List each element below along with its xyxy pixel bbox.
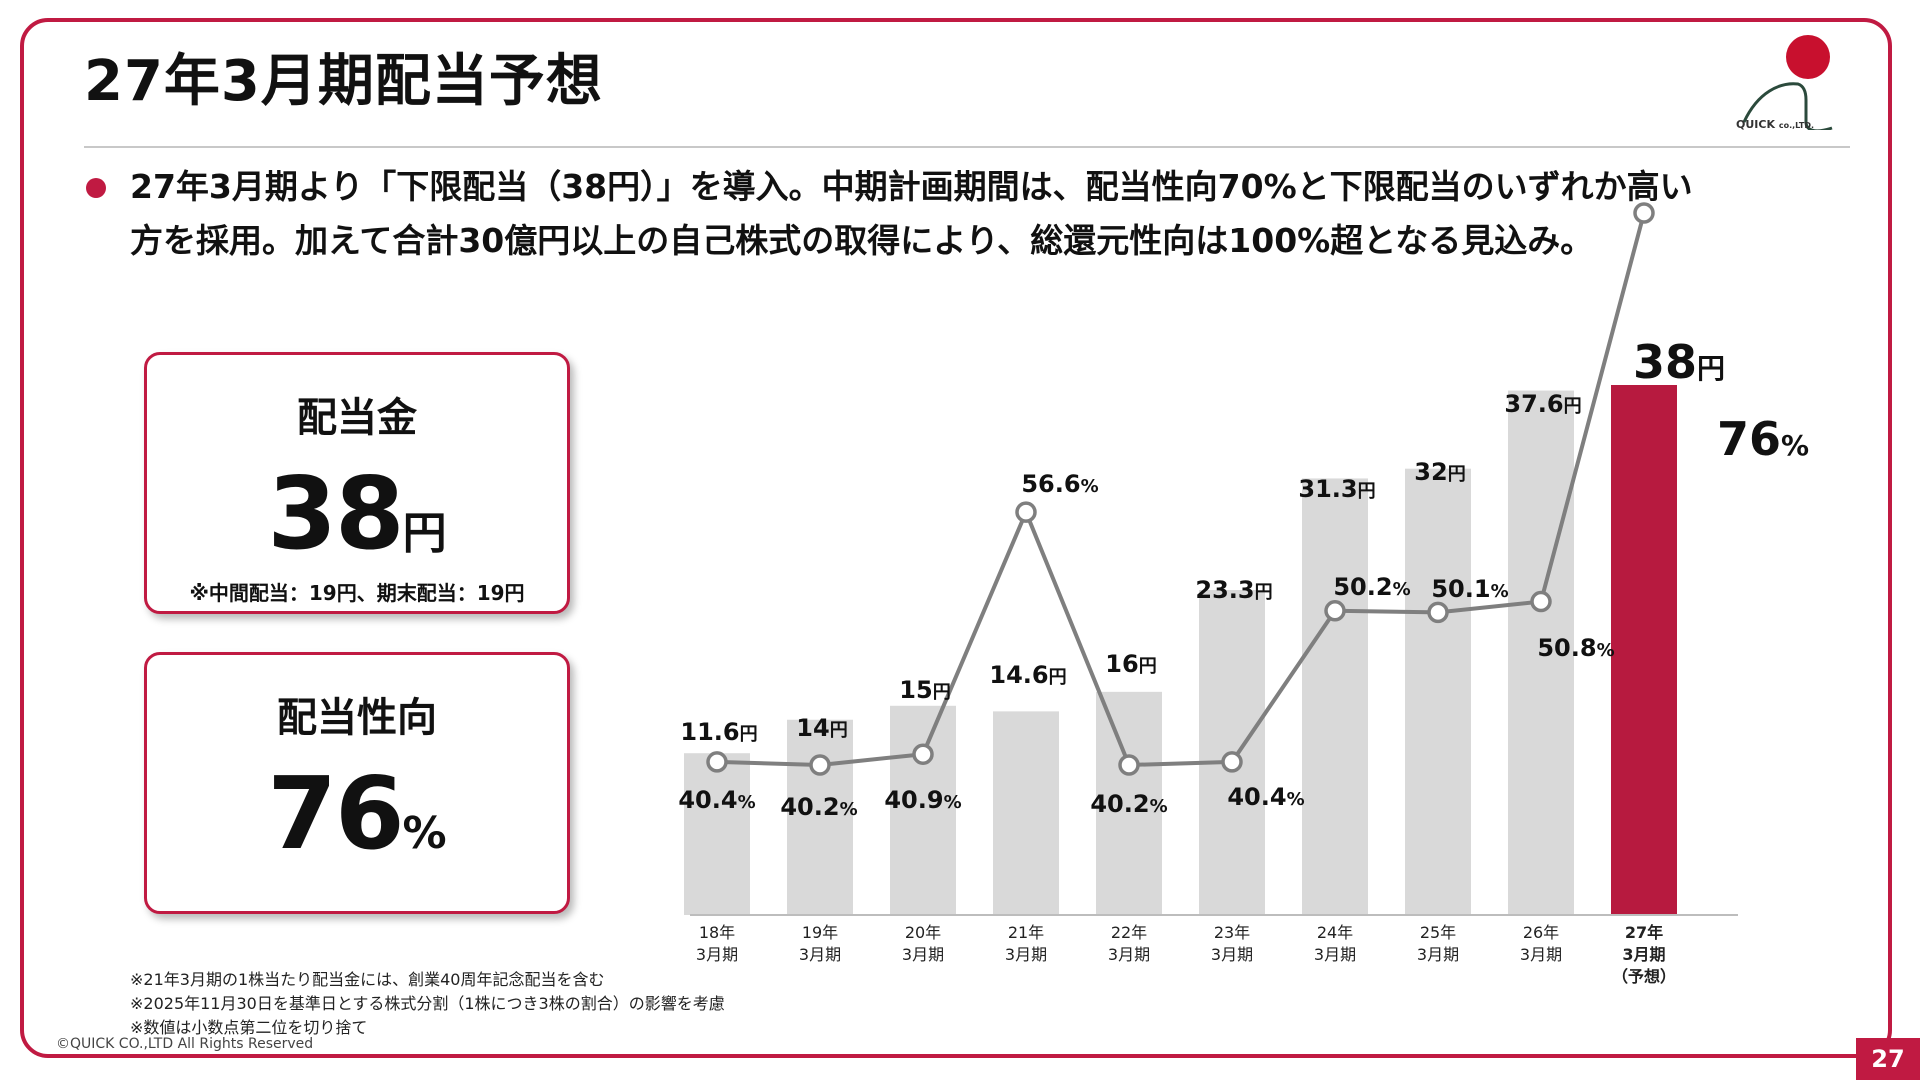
x-tick-label-5-1: 3月期 bbox=[1211, 945, 1253, 964]
payout-value-label-9: 76% bbox=[1717, 412, 1809, 466]
payout-kpi-card: 配当性向 76% bbox=[144, 652, 570, 914]
x-tick-label-2-0: 20年 bbox=[905, 923, 941, 942]
bar-value-label-3: 14.6円 bbox=[989, 661, 1066, 689]
payout-kpi-value: 76% bbox=[267, 755, 447, 872]
dividend-kpi-card: 配当金 38円 ※中間配当：19円、期末配当：19円 bbox=[144, 352, 570, 614]
bar-value-label-1: 14円 bbox=[796, 714, 847, 742]
page-title: 27年3月期配当予想 bbox=[84, 49, 603, 114]
payout-point-8 bbox=[1530, 590, 1552, 613]
bar-value-label-8: 37.6円 bbox=[1504, 390, 1581, 418]
payout-point-7 bbox=[1427, 601, 1449, 624]
x-tick-label-0-0: 18年 bbox=[699, 923, 735, 942]
bar-value-label-7: 32円 bbox=[1414, 458, 1465, 486]
bar-4 bbox=[1096, 691, 1162, 915]
payout-value-label-7: 50.1% bbox=[1431, 575, 1508, 603]
x-tick-label-1-1: 3月期 bbox=[799, 945, 841, 964]
payout-point-4 bbox=[1118, 754, 1140, 776]
bar-value-label-2: 15円 bbox=[899, 676, 950, 704]
bar-value-label-5: 23.3円 bbox=[1195, 576, 1272, 604]
copyright: ©QUICK CO.,LTD All Rights Reserved bbox=[56, 1036, 314, 1052]
title-divider bbox=[84, 146, 1850, 148]
bar-3 bbox=[993, 711, 1059, 915]
company-logo: QUICK co.,LTD. bbox=[1736, 30, 1846, 142]
x-tick-label-1-0: 19年 bbox=[802, 923, 838, 942]
payout-value-label-0: 40.4% bbox=[678, 786, 755, 814]
payout-value-label-3: 56.6% bbox=[1021, 470, 1098, 498]
dividend-kpi-label: 配当金 bbox=[297, 395, 417, 441]
payout-point-1 bbox=[809, 754, 831, 776]
payout-value-label-4: 40.2% bbox=[1090, 790, 1167, 818]
bar-7 bbox=[1405, 468, 1471, 915]
x-tick-label-8-0: 26年 bbox=[1523, 923, 1559, 942]
bar-1 bbox=[787, 719, 853, 915]
footnote-2: ※2025年11月30日を基準日とする株式分割（1株につき3株の割合）の影響を考… bbox=[130, 994, 725, 1013]
x-tick-label-7-1: 3月期 bbox=[1417, 945, 1459, 964]
payout-kpi-label: 配当性向 bbox=[277, 695, 437, 741]
bar-8 bbox=[1508, 390, 1574, 915]
dividend-kpi-value: 38円 bbox=[267, 455, 447, 572]
x-tick-label-6-1: 3月期 bbox=[1314, 945, 1356, 964]
payout-value-label-8: 50.8% bbox=[1537, 634, 1614, 662]
x-tick-label-4-1: 3月期 bbox=[1108, 945, 1150, 964]
summary-text: 27年3月期より「下限配当（38円）」を導入。中期計画期間は、配当性向70%と下… bbox=[130, 160, 1830, 268]
payout-point-0 bbox=[706, 751, 728, 773]
x-tick-label-5-0: 23年 bbox=[1214, 923, 1250, 942]
payout-value-label-1: 40.2% bbox=[780, 793, 857, 821]
dividend-kpi-note: ※中間配当：19円、期末配当：19円 bbox=[189, 581, 525, 605]
footnote-3: ※数値は小数点第二位を切り捨て bbox=[130, 1018, 368, 1037]
payout-value-label-2: 40.9% bbox=[884, 786, 961, 814]
payout-point-9 bbox=[1633, 202, 1655, 224]
payout-value-label-5: 40.4% bbox=[1227, 783, 1304, 811]
x-tick-label-4-0: 22年 bbox=[1111, 923, 1147, 942]
summary-line-2: 方を採用。加えて合計30億円以上の自己株式の取得により、総還元性向は100%超と… bbox=[130, 221, 1594, 260]
payout-point-2 bbox=[912, 743, 934, 765]
x-tick-label-7-0: 25年 bbox=[1420, 923, 1456, 942]
bar-value-label-9: 38円 bbox=[1633, 335, 1725, 389]
bar-value-label-6: 31.3円 bbox=[1298, 475, 1375, 503]
bar-value-label-4: 16円 bbox=[1105, 650, 1156, 678]
payout-point-3 bbox=[1015, 501, 1037, 523]
logo-text: QUICK co.,LTD. bbox=[1736, 118, 1815, 131]
footnotes: ※21年3月期の1株当たり配当金には、創業40周年記念配当を含む ※2025年1… bbox=[130, 968, 725, 1040]
payout-point-6 bbox=[1324, 600, 1346, 622]
bar-2 bbox=[890, 705, 956, 915]
payout-point-5 bbox=[1221, 751, 1243, 773]
x-tick-label-6-0: 24年 bbox=[1317, 923, 1353, 942]
bar-6 bbox=[1302, 478, 1368, 915]
footnote-1: ※21年3月期の1株当たり配当金には、創業40周年記念配当を含む bbox=[130, 970, 605, 989]
quick-logo-icon bbox=[1742, 35, 1833, 133]
slide-frame bbox=[20, 18, 1892, 1058]
bar-9 bbox=[1611, 385, 1677, 915]
x-tick-label-8-1: 3月期 bbox=[1520, 945, 1562, 964]
x-tick-label-3-0: 21年 bbox=[1008, 923, 1044, 942]
x-tick-label-9-0: 27年 bbox=[1625, 923, 1663, 942]
x-tick-label-9-1: 3月期 bbox=[1622, 945, 1665, 964]
payout-ratio-line bbox=[716, 212, 1646, 768]
x-tick-label-3-1: 3月期 bbox=[1005, 945, 1047, 964]
bar-0 bbox=[684, 753, 750, 915]
bullet-icon bbox=[86, 178, 106, 198]
x-tick-label-0-1: 3月期 bbox=[696, 945, 738, 964]
payout-value-label-6: 50.2% bbox=[1333, 573, 1410, 601]
x-tick-label-2-1: 3月期 bbox=[902, 945, 944, 964]
x-tick-label-9-2: （予想） bbox=[1612, 967, 1676, 986]
summary-line-1: 27年3月期より「下限配当（38円）」を導入。中期計画期間は、配当性向70%と下… bbox=[130, 167, 1693, 206]
page-number: 27 bbox=[1856, 1038, 1920, 1080]
bar-value-label-0: 11.6円 bbox=[680, 718, 757, 746]
